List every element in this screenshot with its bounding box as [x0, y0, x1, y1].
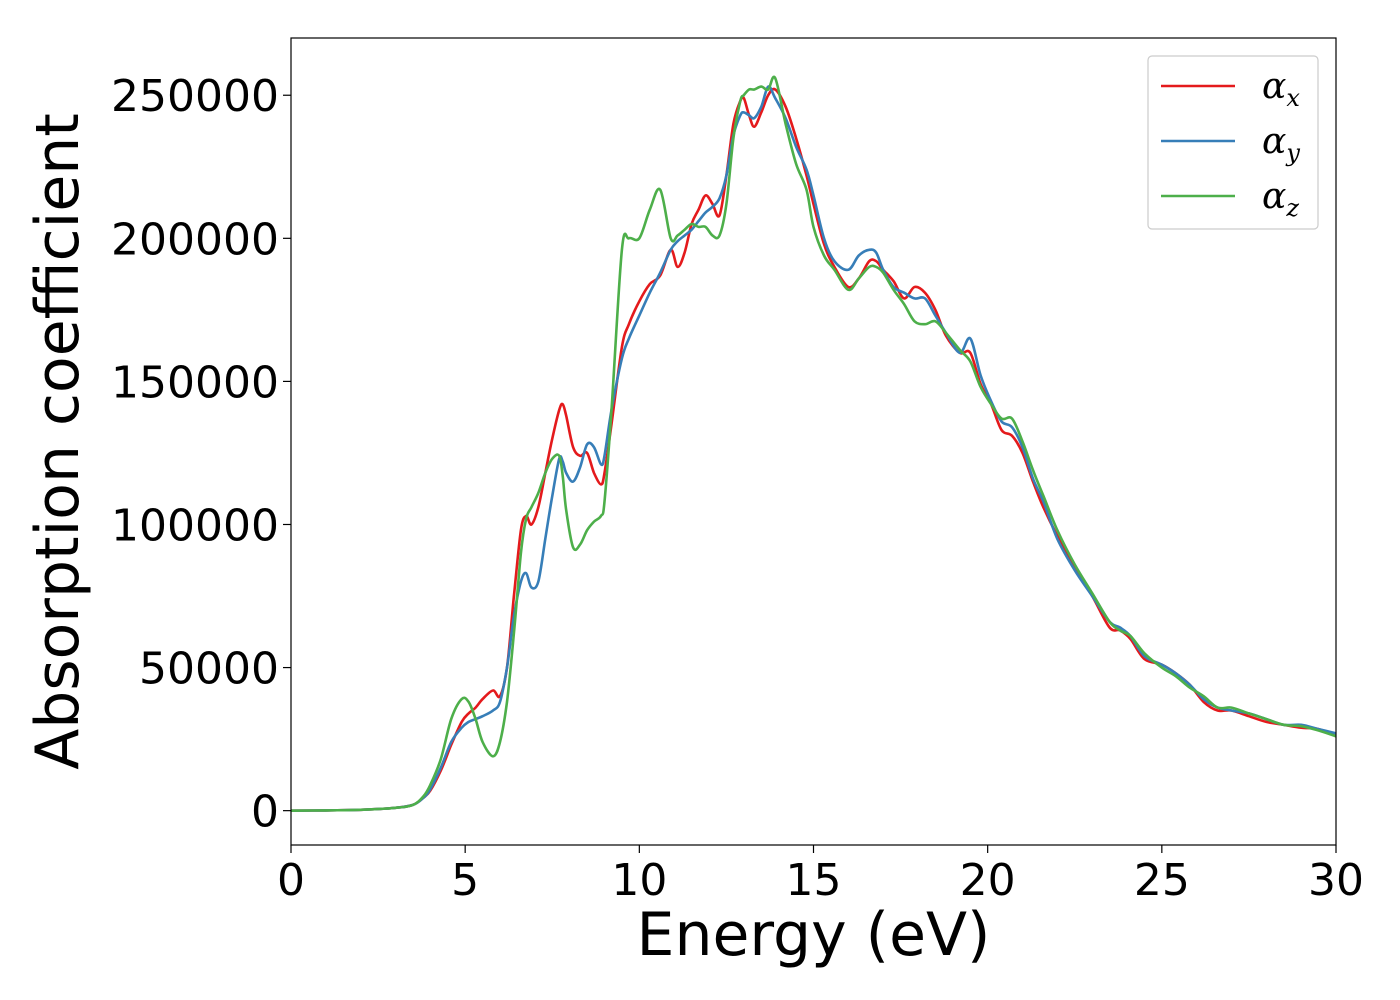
- legend-box: [1147, 55, 1319, 230]
- y-axis-label: Absorption coefficient: [23, 113, 93, 770]
- x-tick-label: 15: [786, 855, 842, 906]
- plot-lines: [291, 75, 1336, 812]
- y-tick-label: 50000: [139, 644, 279, 695]
- legend-label-z: αz: [1262, 176, 1299, 222]
- y-axis-ticks: 0 50000 100000 150000 200000 250000: [111, 71, 291, 838]
- x-axis-label: Energy (eV): [637, 900, 991, 970]
- x-tick-label: 20: [960, 855, 1016, 906]
- legend-label-x: αx: [1262, 66, 1300, 112]
- y-tick-label: 150000: [111, 357, 279, 408]
- legend-label-y: αy: [1262, 121, 1300, 167]
- x-tick-label: 30: [1308, 855, 1364, 906]
- y-tick-label: 0: [251, 787, 279, 838]
- series-line-z: [291, 75, 1336, 812]
- y-tick-label: 100000: [111, 500, 279, 551]
- legend: αx αy αz: [1147, 55, 1319, 230]
- x-tick-label: 0: [277, 855, 305, 906]
- y-tick-label: 200000: [111, 214, 279, 265]
- x-tick-label: 5: [451, 855, 479, 906]
- x-tick-label: 10: [611, 855, 667, 906]
- x-axis-ticks: 0 5 10 15 20 25 30: [277, 845, 1364, 906]
- y-tick-label: 250000: [111, 71, 279, 122]
- x-tick-label: 25: [1134, 855, 1190, 906]
